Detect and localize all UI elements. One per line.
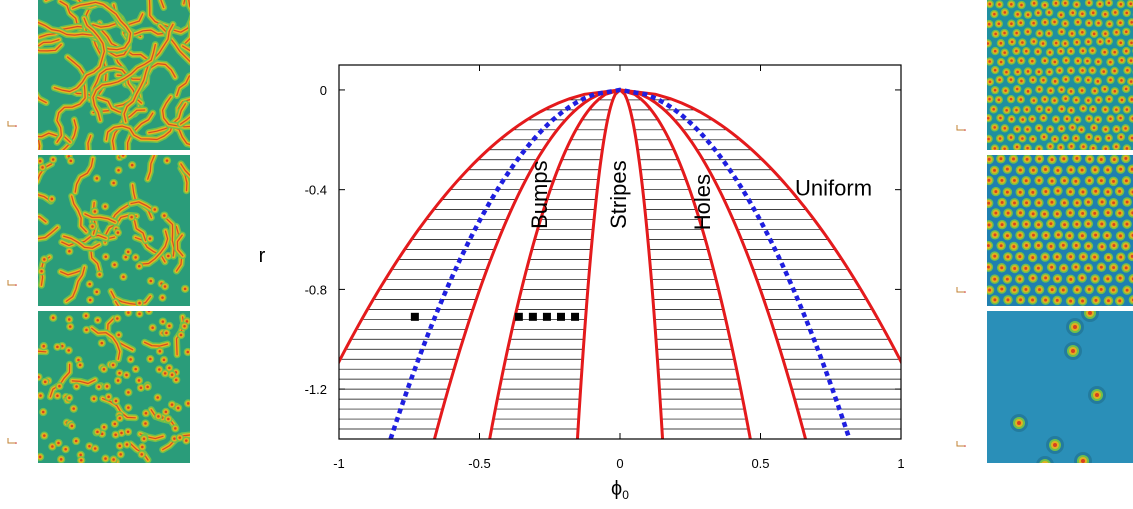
x-tick-label-2: 0 [616, 456, 623, 471]
x-axis-title-main: ϕ [611, 478, 622, 500]
plot-frame [338, 64, 902, 440]
x-axis-title: ϕ0 [611, 478, 629, 502]
y-tick-label-0: 0 [320, 83, 327, 98]
region-label-stripes: Stripes [606, 160, 631, 228]
sparse-spots-pattern-image [987, 311, 1133, 463]
x-tick-label-0: -1 [333, 456, 345, 471]
dense-spots-pattern-image [987, 0, 1133, 150]
hexagonal-spots-pattern-image [987, 155, 1133, 306]
small-axis-glyph-left-3 [7, 438, 17, 444]
small-axis-glyph-left-2 [7, 280, 17, 286]
marker-point-5 [571, 312, 580, 321]
boundary-curve-stripes_inner [575, 87, 665, 439]
snapshot-panel-right-1 [987, 0, 1133, 150]
region-label-uniform: Uniform [795, 175, 872, 200]
marker-point-2 [528, 312, 537, 321]
x-tick-label-3: 0.5 [751, 456, 769, 471]
marker-point-1 [514, 312, 523, 321]
spots-pattern-image [38, 311, 190, 463]
y-tick-label-2: -0.8 [305, 282, 327, 297]
small-axis-glyph-right-1 [956, 125, 966, 131]
region-label-holes: Holes [690, 174, 715, 230]
y-tick-label-3: -1.2 [305, 382, 327, 397]
snapshot-panel-left-3 [38, 311, 190, 463]
dashed-curve-mean_field [388, 87, 852, 439]
labyrinth-pattern-image [38, 0, 190, 150]
marker-layer [410, 312, 580, 321]
boundary-curve-layer [339, 87, 901, 439]
hatch-region-layer [339, 99, 901, 439]
marker-point-3 [542, 312, 551, 321]
boundary-curve-outer [339, 88, 901, 365]
snapshot-panel-left-1 [38, 0, 190, 150]
x-tick-label-1: -0.5 [468, 456, 490, 471]
small-axis-glyph-right-3 [956, 441, 966, 447]
boundary-curve-bumps_inner [433, 88, 807, 439]
region-label-bumps: Bumps [527, 160, 552, 228]
region-label-layer: Bumps Stripes Holes Uniform [527, 160, 872, 230]
y-tick-label-1: -0.4 [305, 183, 327, 198]
snapshot-panel-right-2 [987, 155, 1133, 306]
tick-layer: -1 -0.5 0 0.5 1 0 -0.4 -0.8 -1.2 [305, 65, 905, 471]
y-axis-title: r [259, 245, 266, 267]
mixed-pattern-image [38, 155, 190, 306]
x-tick-label-4: 1 [897, 456, 904, 471]
x-axis-title-subscript: 0 [622, 488, 629, 502]
small-axis-glyph-left-1 [7, 121, 17, 127]
snapshot-panel-left-2 [38, 155, 190, 306]
small-axis-glyph-right-2 [956, 287, 966, 293]
marker-point-4 [556, 312, 565, 321]
marker-point-0 [410, 312, 419, 321]
snapshot-panel-right-3 [987, 311, 1133, 463]
